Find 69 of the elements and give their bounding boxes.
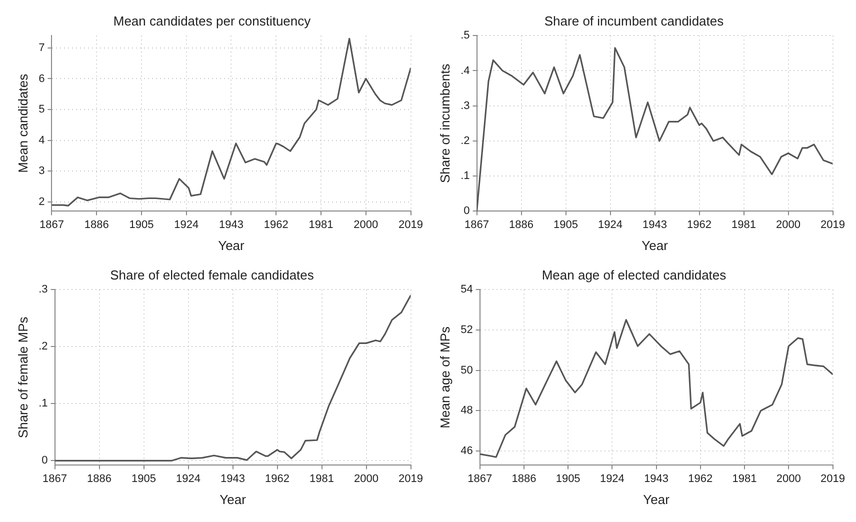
- x-axis-title: Year: [220, 492, 247, 507]
- y-axis-title: Mean age of MPs: [437, 326, 452, 428]
- y-axis-title: Mean candidates: [15, 73, 30, 173]
- x-tick-label: 2019: [820, 218, 846, 231]
- x-tick-label: 1981: [308, 218, 334, 231]
- x-tick-label: 1924: [600, 472, 624, 485]
- y-tick-label: 0: [464, 205, 470, 218]
- y-tick-label: 48: [460, 404, 473, 417]
- x-tick-label: 1943: [644, 472, 669, 485]
- y-tick-label: 52: [460, 324, 473, 336]
- y-tick-label: 6: [38, 72, 45, 85]
- x-tick-label: 1924: [598, 218, 623, 231]
- x-tick-label: 1943: [642, 218, 668, 231]
- y-tick-label: 7: [38, 42, 45, 54]
- y-tick-label: .5: [460, 30, 470, 42]
- x-tick-label: 1886: [87, 472, 112, 485]
- x-tick-label: 1943: [220, 472, 246, 485]
- x-tick-label: 1886: [512, 472, 536, 485]
- y-tick-label: 46: [460, 445, 473, 458]
- y-axis-title: Share of female MPs: [15, 316, 30, 438]
- x-axis-title: Year: [218, 238, 246, 253]
- x-tick-label: 1886: [84, 218, 109, 231]
- y-tick-label: .4: [460, 64, 470, 77]
- y-axis-title: Share of incumbents: [437, 63, 452, 184]
- x-tick-label: 1905: [132, 472, 156, 485]
- x-tick-label: 1867: [464, 218, 490, 231]
- x-tick-label: 1905: [554, 218, 578, 231]
- y-tick-label: .3: [38, 284, 48, 296]
- x-tick-label: 2019: [398, 472, 424, 485]
- x-tick-label: 1886: [509, 218, 534, 231]
- y-tick-label: .2: [38, 340, 48, 353]
- x-tick-label: 2000: [354, 472, 379, 485]
- x-tick-label: 1905: [556, 472, 580, 485]
- x-tick-label: 2019: [398, 218, 424, 231]
- x-tick-label: 1981: [310, 472, 334, 485]
- y-tick-label: 5: [38, 104, 45, 116]
- y-tick-label: 4: [38, 134, 45, 146]
- y-tick-label: 50: [460, 364, 473, 376]
- x-tick-label: 1924: [176, 472, 201, 485]
- y-tick-label: 2: [38, 196, 45, 208]
- y-tick-label: 54: [460, 284, 473, 296]
- x-tick-label: 1943: [219, 218, 244, 231]
- y-tick-label: .1: [460, 170, 470, 182]
- y-tick-label: 3: [38, 165, 45, 178]
- chart-title: Mean age of elected candidates: [542, 267, 727, 282]
- y-tick-label: .1: [38, 398, 48, 410]
- x-tick-label: 1867: [39, 218, 64, 231]
- chart-title: Share of elected female candidates: [110, 267, 314, 282]
- chart-title: Mean candidates per constituency: [113, 13, 312, 28]
- x-axis-title: Year: [643, 492, 670, 507]
- x-tick-label: 2000: [354, 218, 378, 231]
- x-tick-label: 2019: [820, 472, 846, 485]
- x-tick-label: 1981: [732, 218, 756, 231]
- x-tick-label: 1867: [42, 472, 68, 485]
- y-tick-label: 0: [42, 454, 48, 467]
- x-tick-label: 1981: [732, 472, 757, 485]
- x-tick-label: 2000: [776, 218, 801, 231]
- y-tick-label: .3: [460, 100, 470, 112]
- x-tick-label: 1924: [174, 218, 199, 231]
- chart-title: Share of incumbent candidates: [544, 13, 724, 28]
- x-axis-title: Year: [642, 238, 669, 253]
- x-tick-label: 2000: [776, 472, 801, 485]
- y-tick-label: .2: [460, 134, 470, 147]
- x-tick-label: 1962: [688, 472, 713, 485]
- x-tick-label: 1962: [265, 472, 290, 485]
- x-tick-label: 1905: [129, 218, 154, 231]
- x-tick-label: 1962: [687, 218, 712, 231]
- x-tick-label: 1867: [468, 472, 492, 485]
- x-tick-label: 1962: [264, 218, 288, 231]
